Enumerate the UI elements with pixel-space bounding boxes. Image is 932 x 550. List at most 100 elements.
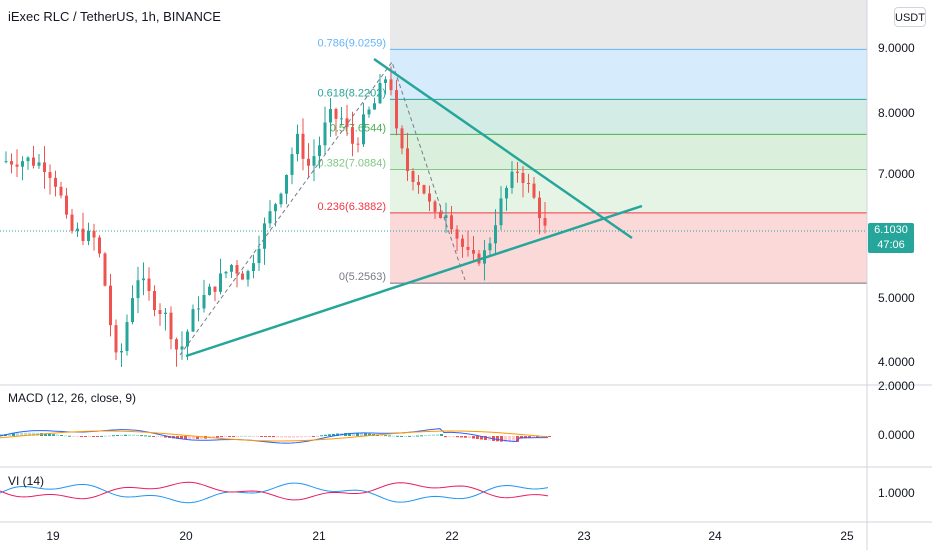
candle-body <box>334 108 338 119</box>
candle-body <box>312 156 316 166</box>
macd-bar <box>416 435 419 437</box>
macd-bar <box>156 436 159 437</box>
candle-body <box>230 265 233 272</box>
candle-body <box>37 162 41 166</box>
fib-level-label: 0.618(8.2202) <box>318 87 387 99</box>
time-tick: 23 <box>577 529 591 543</box>
candle-body <box>125 322 129 351</box>
candle-body <box>164 312 167 314</box>
candle-body <box>384 79 387 83</box>
fib-level-label: 0.382(7.0884) <box>318 158 387 170</box>
macd-bar <box>260 436 263 437</box>
macd-bar <box>424 435 427 437</box>
macd-bar <box>480 436 483 440</box>
price-tick: 7.0000 <box>878 167 915 181</box>
macd-bar <box>112 435 115 437</box>
macd-bar <box>176 436 179 439</box>
vi-minus-line <box>0 481 549 501</box>
trendline-support[interactable] <box>185 204 643 358</box>
macd-bar <box>192 436 195 440</box>
candle-body <box>516 171 519 173</box>
time-tick: 24 <box>708 529 722 543</box>
macd-bar <box>56 434 59 436</box>
candle-body <box>136 280 140 299</box>
macd-bar <box>8 433 11 436</box>
candle-body <box>252 263 255 272</box>
candle-body <box>285 174 288 194</box>
macd-bar <box>220 436 223 438</box>
macd-bar <box>164 436 167 438</box>
chart-title[interactable]: iExec RLC / TetherUS, 1h, BINANCE <box>8 9 221 24</box>
price-tick: 4.0000 <box>878 355 915 369</box>
macd-bar <box>448 436 451 438</box>
candle-body <box>131 298 134 323</box>
candle-body <box>186 331 189 347</box>
candle-body <box>4 161 8 163</box>
candle-body <box>527 182 530 184</box>
candle-body <box>400 128 404 149</box>
macd-bar <box>244 435 247 437</box>
fib-lines <box>390 48 867 284</box>
macd-bar <box>460 436 463 438</box>
fib-level-label: 0.236(6.3882) <box>318 201 387 213</box>
candle-body <box>455 229 459 239</box>
vi-legend[interactable]: VI (14) <box>8 474 45 488</box>
candle-body <box>351 127 354 144</box>
candle-body <box>147 278 151 292</box>
candle-body <box>208 286 211 295</box>
time-axis[interactable]: 19 20 21 22 23 24 25 <box>46 529 854 543</box>
fib-zone-green <box>390 134 867 170</box>
time-tick: 21 <box>312 529 326 543</box>
time-tick: 20 <box>179 529 193 543</box>
macd-bar <box>428 434 431 436</box>
macd-bar <box>20 432 23 436</box>
fib-labels: 0.786(9.0259) 0.618(8.2202) 0.5(7.6544) 0.3… <box>318 37 387 283</box>
candle-body <box>439 211 442 219</box>
time-tick: 25 <box>840 529 854 543</box>
macd-bar <box>216 436 219 438</box>
candle-body <box>323 122 327 146</box>
price-axis[interactable]: 9.0000 8.0000 7.0000 5.0000 4.0000 2.000… <box>878 41 915 500</box>
candle-body <box>65 195 68 215</box>
macd-bar <box>300 436 303 438</box>
fib-zone-red <box>390 213 867 284</box>
macd-bar <box>24 432 27 436</box>
macd-bar <box>68 435 71 437</box>
time-tick: 22 <box>445 529 459 543</box>
candle-body <box>120 350 123 353</box>
macd-bar <box>224 436 227 437</box>
macd-bar <box>236 436 239 437</box>
candle-body <box>406 148 409 172</box>
macd-axis-tick: 2.0000 <box>878 379 915 393</box>
macd-bar <box>144 435 147 437</box>
macd-bar <box>88 436 91 437</box>
candle-body <box>169 312 173 340</box>
candle-body <box>54 177 57 187</box>
macd-bar <box>76 436 79 437</box>
macd-bar <box>496 436 499 442</box>
macd-bar <box>108 435 111 437</box>
candle-body <box>521 172 525 183</box>
macd-bar <box>476 436 479 440</box>
trendline-resistance[interactable] <box>373 57 633 240</box>
fib-zone-teal <box>390 99 867 134</box>
candle-body <box>98 237 101 254</box>
macd-bar <box>468 436 471 439</box>
candle-body <box>158 310 162 314</box>
macd-bar <box>380 434 383 436</box>
candle-body <box>175 339 178 350</box>
price-tick: 8.0000 <box>878 106 915 120</box>
macd-bar <box>504 436 507 442</box>
macd-bar <box>384 435 387 437</box>
candle-body <box>543 218 547 226</box>
fib-zigzag <box>179 60 466 356</box>
current-price-tag: 6.1030 <box>868 223 914 238</box>
fib-level-label: 0.786(9.0259) <box>318 37 387 49</box>
macd-legend[interactable]: MACD (12, 26, close, 9) <box>8 391 137 405</box>
candle-body <box>274 204 277 212</box>
currency-button[interactable]: USDT <box>894 7 926 27</box>
candle-body <box>197 308 200 310</box>
candle-body <box>389 79 393 91</box>
macd-bar <box>512 436 515 443</box>
